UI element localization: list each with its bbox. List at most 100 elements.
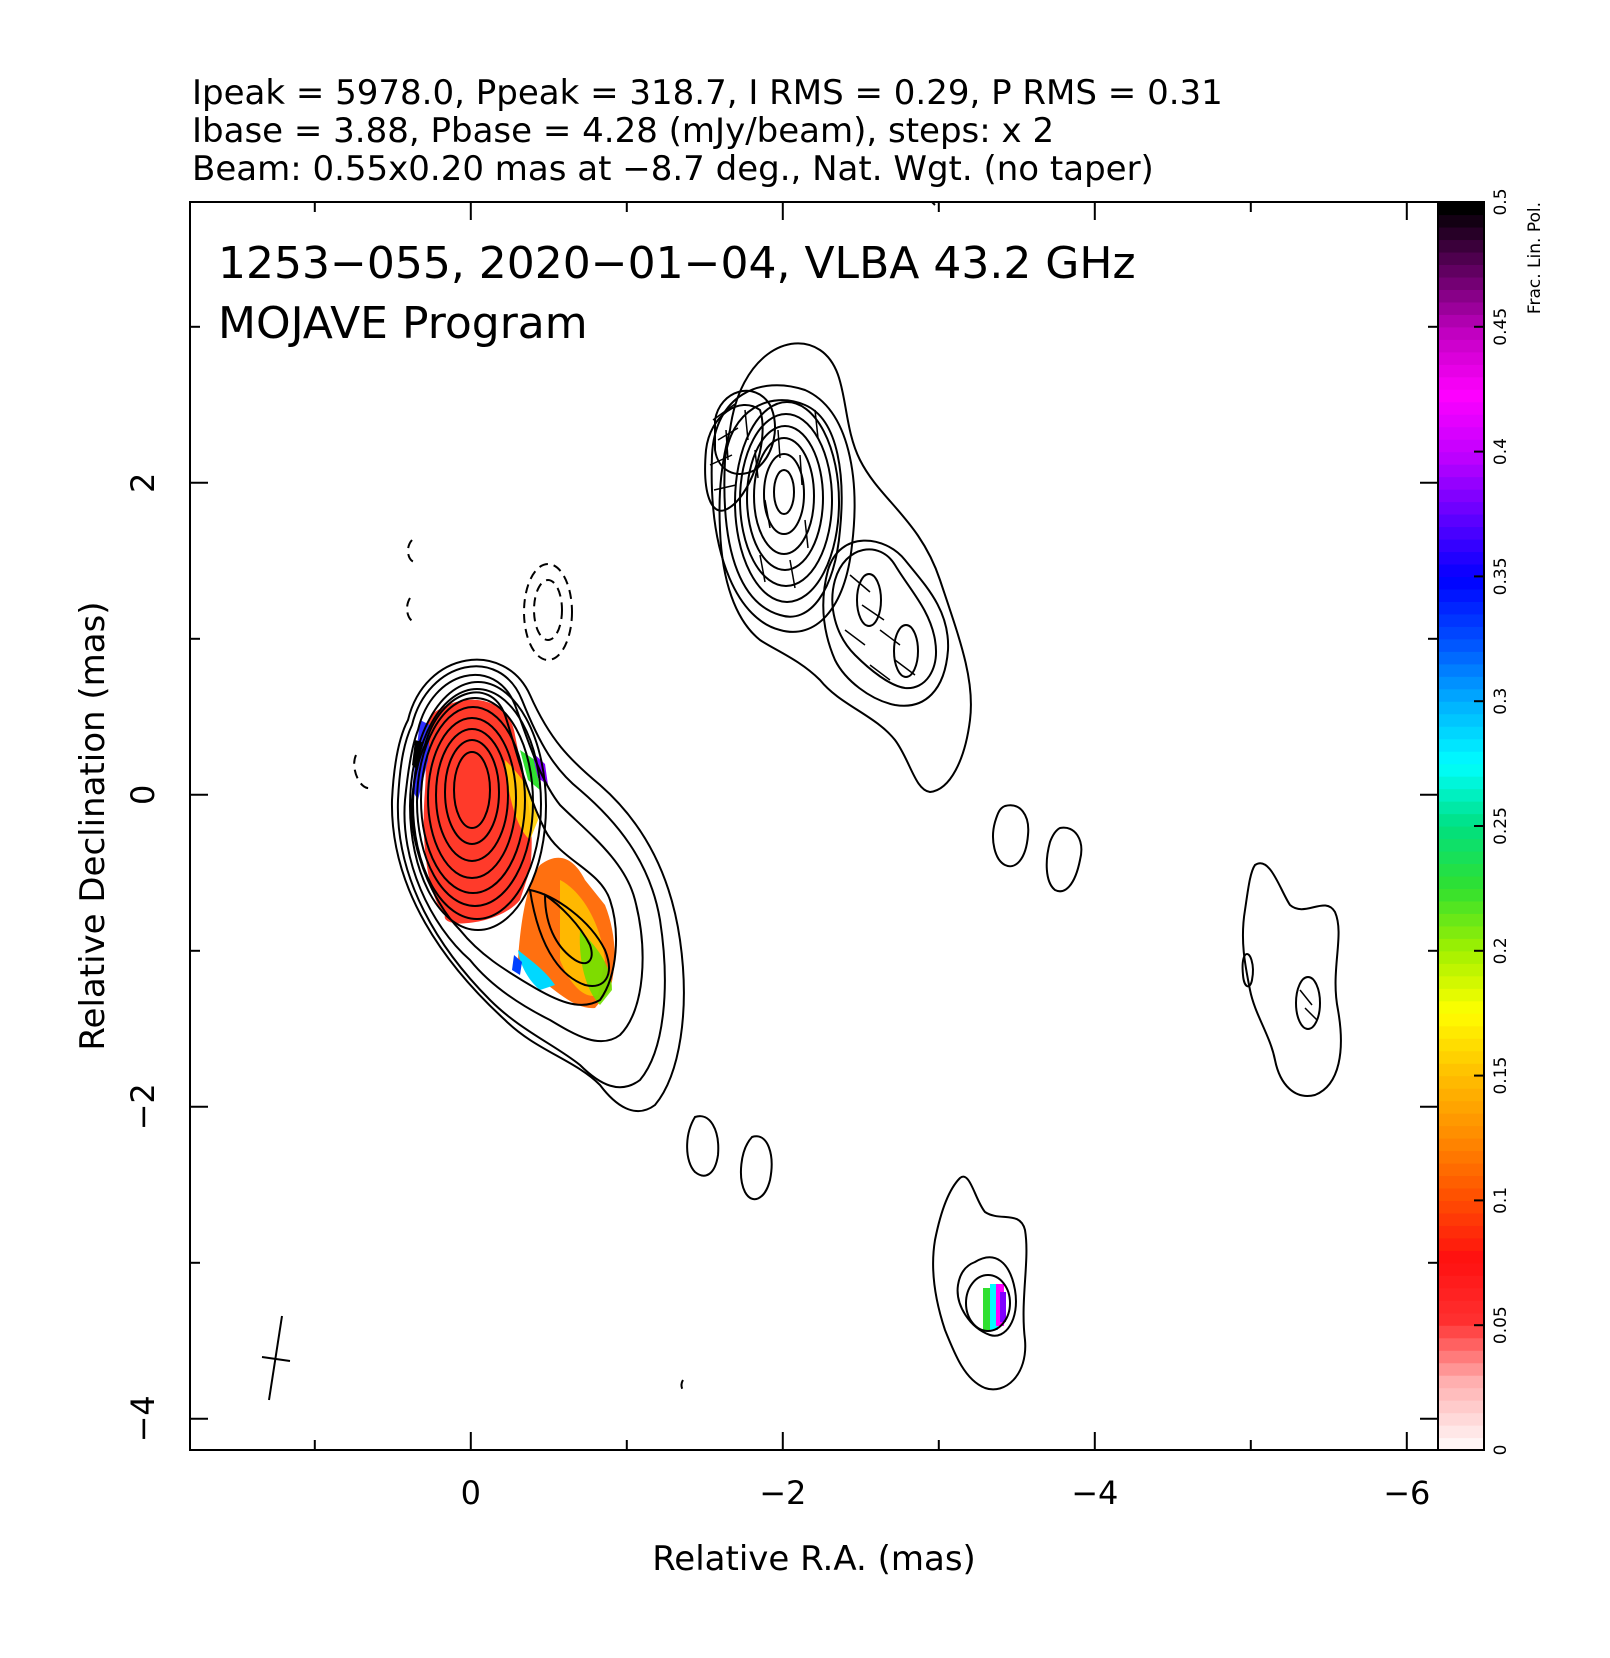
colorbar-swatch bbox=[1438, 1287, 1484, 1301]
y-axis: −4 −2 0 2 bbox=[124, 325, 1438, 1442]
colorbar: 0 0.05 0.1 0.15 0.2 0.25 0.3 0.35 0.4 0.45 0.5 bbox=[1437, 188, 1511, 1456]
colorbar-swatch bbox=[1438, 276, 1484, 290]
colorbar-swatch bbox=[1438, 464, 1484, 478]
colorbar-swatch bbox=[1438, 826, 1484, 840]
colorbar-swatch bbox=[1438, 1025, 1484, 1039]
colorbar-swatch bbox=[1438, 551, 1484, 565]
colorbar-tick-label: 0 bbox=[1491, 1445, 1511, 1456]
colorbar-swatch bbox=[1438, 888, 1484, 902]
colorbar-swatch bbox=[1438, 863, 1484, 877]
colorbar-swatch bbox=[1438, 389, 1484, 403]
colorbar-tick-label: 0.4 bbox=[1491, 438, 1511, 465]
colorbar-tick-label: 0.2 bbox=[1491, 937, 1511, 964]
colorbar-swatch bbox=[1438, 1275, 1484, 1289]
colorbar-swatch bbox=[1438, 526, 1484, 540]
colorbar-swatch bbox=[1438, 1425, 1484, 1439]
colorbar-swatch bbox=[1438, 364, 1484, 378]
colorbar-swatch bbox=[1438, 401, 1484, 415]
colorbar-swatch bbox=[1438, 214, 1484, 228]
colorbar-swatch bbox=[1438, 850, 1484, 865]
core-contours bbox=[390, 658, 685, 1112]
colorbar-swatch bbox=[1438, 875, 1484, 889]
y-tick-label: −4 bbox=[124, 1395, 162, 1442]
colorbar-swatch bbox=[1438, 1350, 1484, 1364]
colorbar-swatch bbox=[1438, 1387, 1484, 1401]
colorbar-swatch bbox=[1438, 1000, 1484, 1014]
colorbar-swatch bbox=[1438, 751, 1484, 765]
colorbar-swatch bbox=[1438, 626, 1484, 640]
colorbar-swatch bbox=[1438, 663, 1484, 677]
colorbar-swatch bbox=[1438, 202, 1484, 216]
colorbar-swatch bbox=[1438, 1075, 1484, 1089]
colorbar-swatch bbox=[1438, 1375, 1484, 1389]
program-label: MOJAVE Program bbox=[218, 298, 588, 349]
colorbar-swatch bbox=[1438, 1437, 1484, 1451]
colorbar-swatch bbox=[1438, 1013, 1484, 1027]
colorbar-swatch bbox=[1438, 988, 1484, 1002]
colorbar-tick-label: 0.5 bbox=[1491, 188, 1511, 215]
colorbar-swatch bbox=[1438, 776, 1484, 790]
colorbar-swatch bbox=[1438, 1325, 1484, 1339]
colorbar-swatch bbox=[1438, 264, 1484, 278]
plot-frame bbox=[189, 201, 1439, 1451]
colorbar-swatch bbox=[1438, 638, 1484, 652]
colorbar-swatch bbox=[1438, 938, 1484, 952]
colorbar-swatch bbox=[1438, 1162, 1484, 1177]
colorbar-swatch bbox=[1438, 1138, 1484, 1152]
header-line-2: Ibase = 3.88, Pbase = 4.28 (mJy/beam), s… bbox=[192, 111, 1054, 151]
colorbar-swatch bbox=[1438, 676, 1484, 690]
colorbar-swatch bbox=[1438, 501, 1484, 515]
colorbar-swatch bbox=[1438, 339, 1484, 353]
x-tick-label: −4 bbox=[1071, 1474, 1118, 1512]
colorbar-swatch bbox=[1438, 788, 1484, 802]
x-tick-label: 0 bbox=[461, 1474, 481, 1512]
colorbar-swatch bbox=[1438, 376, 1484, 390]
colorbar-swatch bbox=[1438, 251, 1484, 265]
colorbar-swatch bbox=[1438, 1337, 1484, 1351]
colorbar-swatch bbox=[1438, 1150, 1484, 1164]
colorbar-swatch bbox=[1438, 1212, 1484, 1226]
colorbar-swatch bbox=[1438, 451, 1484, 465]
colorbar-swatch bbox=[1438, 1300, 1484, 1314]
northwest-contours bbox=[704, 342, 972, 794]
colorbar-swatch bbox=[1438, 414, 1484, 428]
colorbar-swatch bbox=[1438, 763, 1484, 777]
x-tick-label: −2 bbox=[759, 1474, 806, 1512]
colorbar-swatch bbox=[1438, 726, 1484, 740]
colorbar-tick-label: 0.45 bbox=[1491, 308, 1511, 346]
colorbar-swatch bbox=[1438, 476, 1484, 490]
x-axis: 0 −2 −4 −6 bbox=[313, 202, 1430, 1512]
colorbar-swatch bbox=[1438, 1100, 1484, 1114]
evpa-ticks bbox=[709, 403, 1318, 1021]
source-label: 1253−055, 2020−01−04, VLBA 43.2 GHz bbox=[218, 238, 1136, 289]
colorbar-swatch bbox=[1438, 925, 1484, 939]
colorbar-swatch bbox=[1438, 489, 1484, 503]
header-line-3: Beam: 0.55x0.20 mas at −8.7 deg., Nat. W… bbox=[192, 149, 1154, 189]
colorbar-swatch bbox=[1438, 613, 1484, 627]
colorbar-swatch bbox=[1438, 226, 1484, 241]
colorbar-swatch bbox=[1438, 301, 1484, 315]
colorbar-swatch bbox=[1438, 913, 1484, 927]
colorbar-swatch bbox=[1438, 688, 1484, 702]
colorbar-swatch bbox=[1438, 651, 1484, 665]
y-axis-label: Relative Declination (mas) bbox=[73, 601, 113, 1050]
colorbar-swatch bbox=[1438, 576, 1484, 590]
colorbar-swatch bbox=[1438, 1187, 1484, 1201]
header-line-1: Ipeak = 5978.0, Ppeak = 318.7, I RMS = 0… bbox=[192, 73, 1223, 113]
colorbar-swatch bbox=[1438, 801, 1484, 815]
colorbar-swatch bbox=[1438, 1038, 1484, 1052]
colorbar-swatch bbox=[1438, 975, 1484, 989]
fpol-south-patch bbox=[983, 1284, 1006, 1330]
colorbar-swatch bbox=[1438, 1237, 1484, 1251]
colorbar-swatch bbox=[1438, 426, 1484, 440]
colorbar-swatch bbox=[1438, 351, 1484, 365]
colorbar-swatch bbox=[1438, 1063, 1484, 1077]
colorbar-swatch bbox=[1438, 1250, 1484, 1264]
colorbar-swatch bbox=[1438, 289, 1484, 303]
y-tick-label: 0 bbox=[124, 785, 162, 805]
y-tick-label: 2 bbox=[124, 473, 162, 493]
colorbar-swatch bbox=[1438, 813, 1484, 827]
colorbar-swatch bbox=[1438, 1400, 1484, 1414]
colorbar-swatch bbox=[1438, 1200, 1484, 1214]
